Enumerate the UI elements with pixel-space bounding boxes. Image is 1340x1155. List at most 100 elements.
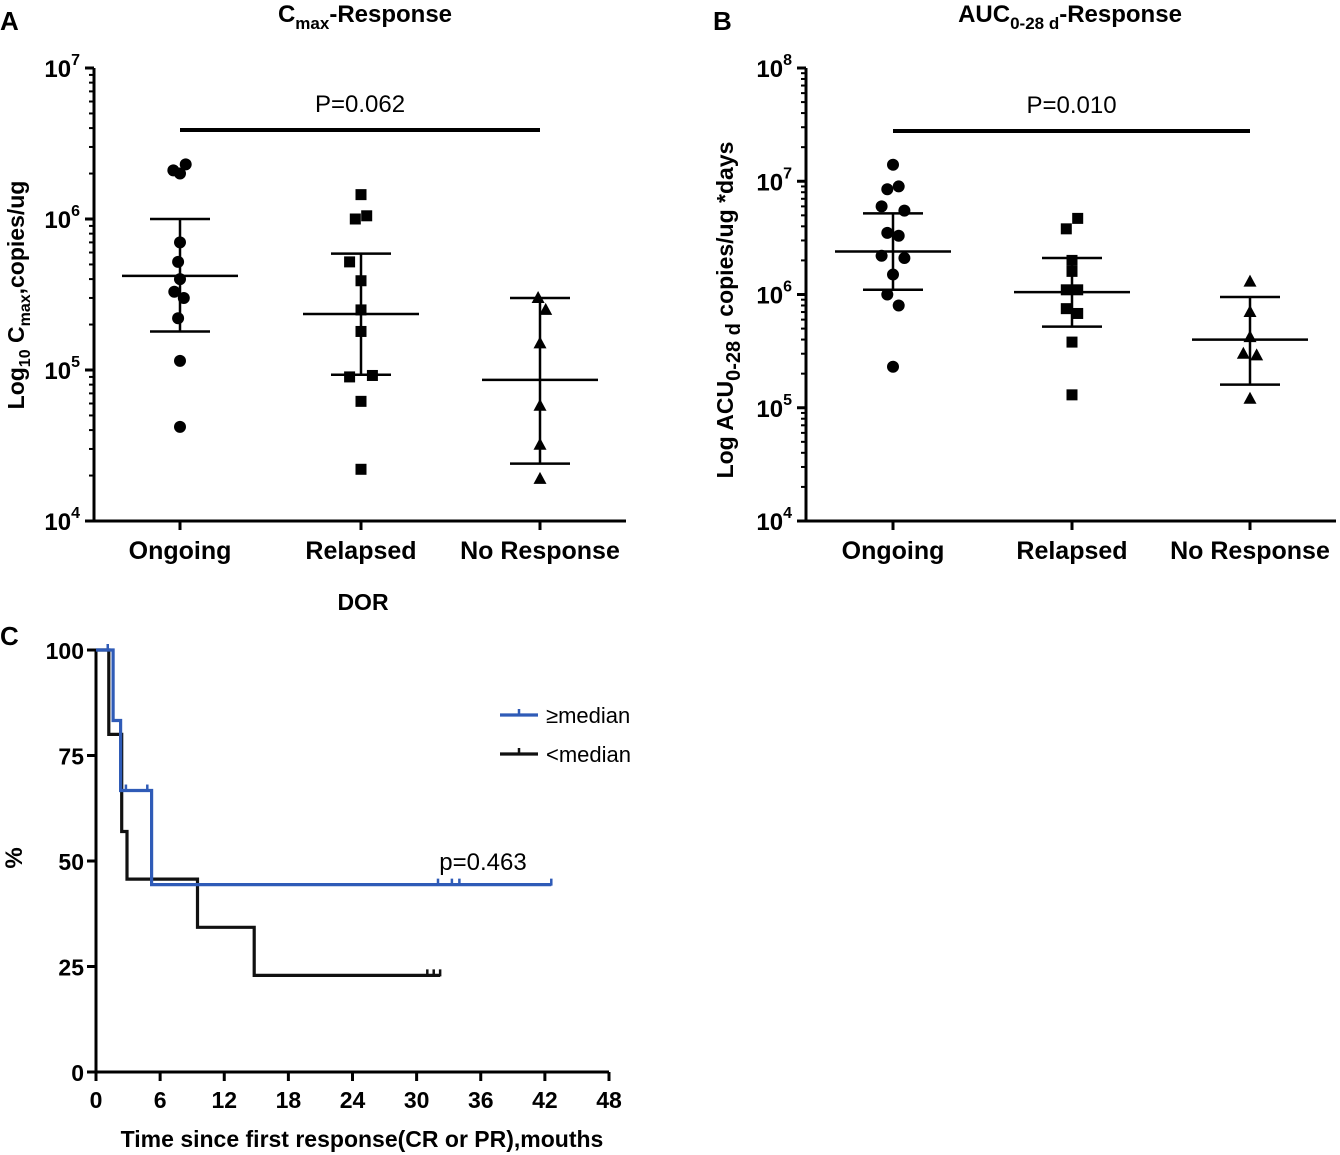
- data-point: [355, 189, 367, 201]
- data-point: [174, 354, 186, 367]
- y-tick-label: 100: [46, 638, 84, 664]
- data-point: [892, 229, 905, 242]
- x-tick-label: 6: [154, 1087, 167, 1113]
- data-point: [887, 158, 899, 171]
- data-point: [887, 268, 899, 281]
- chart-c-yticks: 0 25 50 75 100: [46, 638, 96, 1086]
- x-tick-label: 36: [468, 1087, 494, 1113]
- chart-a: Cmax-Response Log10 Cmax,copies/ug DOR 1…: [3, 1, 626, 615]
- data-point: [1072, 284, 1084, 296]
- data-point: [349, 213, 361, 225]
- survival-line-below-median: [96, 648, 441, 977]
- y-tick-label: 50: [58, 849, 84, 875]
- y-tick-label: 105: [756, 392, 792, 423]
- x-tick-label: 12: [211, 1087, 237, 1113]
- data-point: [174, 167, 186, 180]
- chart-c-ylabel: %: [1, 847, 28, 868]
- data-point: [1243, 330, 1257, 343]
- data-point: [1243, 274, 1257, 287]
- legend-label-1: ≥median: [546, 703, 630, 728]
- x-tick-label: No Response: [1170, 537, 1330, 565]
- chart-a-error-bars: [122, 217, 598, 465]
- y-tick-label: 108: [756, 52, 792, 83]
- data-point: [344, 256, 356, 268]
- survival-line-above-median: [96, 648, 552, 887]
- chart-b-xticks: Ongoing Relapsed No Response: [842, 521, 1330, 565]
- data-point: [355, 325, 367, 337]
- chart-c-legend: ≥median <median: [500, 703, 631, 767]
- data-point: [539, 302, 553, 315]
- data-point: [366, 369, 378, 381]
- y-tick-label: 104: [44, 505, 80, 536]
- y-tick-label: 105: [44, 354, 80, 385]
- data-point: [887, 360, 899, 373]
- x-tick-label: 48: [596, 1087, 622, 1113]
- x-tick-label: No Response: [460, 537, 620, 565]
- data-point: [881, 288, 894, 301]
- data-point: [355, 275, 367, 287]
- x-tick-label: 24: [340, 1087, 366, 1113]
- x-tick-label: Relapsed: [305, 537, 416, 565]
- x-tick-label: 18: [276, 1087, 302, 1113]
- chart-c-xlabel: Time since first response(CR or PR),mout…: [121, 1126, 604, 1152]
- chart-c-p-value: p=0.463: [439, 849, 526, 876]
- chart-a-xlabel: DOR: [337, 589, 389, 615]
- data-point: [1060, 284, 1072, 296]
- data-point: [1243, 305, 1257, 318]
- chart-b-ylabel: Log ACU0-28 d copies/ug *days: [712, 142, 745, 479]
- x-tick-label: Ongoing: [129, 537, 232, 565]
- data-point: [168, 285, 181, 298]
- y-tick-label: 107: [44, 52, 80, 83]
- chart-c-survival-curves: [96, 644, 553, 977]
- chart-b-p-value: P=0.010: [1026, 92, 1116, 119]
- data-point: [892, 299, 905, 312]
- x-tick-label: 42: [532, 1087, 558, 1113]
- data-point: [172, 312, 185, 325]
- x-tick-label: 0: [90, 1087, 103, 1113]
- data-point: [1060, 303, 1072, 315]
- data-point: [174, 420, 186, 433]
- data-point: [1072, 212, 1084, 224]
- data-point: [1066, 336, 1078, 348]
- data-point: [892, 180, 905, 193]
- data-point: [174, 236, 186, 249]
- y-tick-label: 75: [58, 744, 84, 770]
- chart-b-yticks: 104 105 106 107 108: [756, 52, 806, 536]
- data-point: [172, 255, 185, 268]
- y-tick-label: 104: [756, 505, 792, 536]
- chart-a-title: Cmax-Response: [278, 1, 452, 33]
- data-point: [533, 398, 547, 411]
- data-point: [875, 200, 888, 213]
- data-point: [533, 336, 547, 349]
- data-point: [177, 291, 190, 304]
- data-point: [344, 371, 356, 383]
- chart-a-ylabel: Log10 Cmax,copies/ug: [3, 181, 34, 410]
- chart-a-p-value: P=0.062: [315, 91, 405, 118]
- data-point: [355, 395, 367, 407]
- x-tick-label: Ongoing: [842, 537, 945, 565]
- x-tick-label: 30: [404, 1087, 430, 1113]
- data-point: [1250, 348, 1264, 361]
- chart-c-xticks: 0 6 12 18 24 30 36 42 48: [90, 1072, 622, 1113]
- chart-c: % Time since first response(CR or PR),mo…: [1, 638, 631, 1152]
- data-point: [1072, 307, 1084, 319]
- data-point: [533, 471, 547, 484]
- chart-b-title: AUC0-28 d-Response: [958, 1, 1182, 33]
- data-point: [1243, 391, 1257, 404]
- chart-a-yticks: 104 105 106 107: [44, 52, 94, 536]
- chart-b-points: [875, 158, 1264, 404]
- data-point: [1236, 346, 1250, 359]
- chart-c-axes: [94, 650, 609, 1074]
- data-point: [355, 463, 367, 475]
- chart-b: AUC0-28 d-Response Log ACU0-28 d copies/…: [712, 1, 1336, 565]
- panel-label-c: C: [0, 621, 19, 651]
- y-tick-label: 106: [756, 279, 792, 310]
- data-point: [898, 252, 911, 265]
- y-tick-label: 0: [71, 1060, 84, 1086]
- data-point: [1066, 254, 1078, 266]
- x-tick-label: Relapsed: [1016, 537, 1127, 565]
- data-point: [355, 304, 367, 316]
- data-point: [174, 273, 186, 286]
- chart-b-error-bars: [835, 212, 1308, 386]
